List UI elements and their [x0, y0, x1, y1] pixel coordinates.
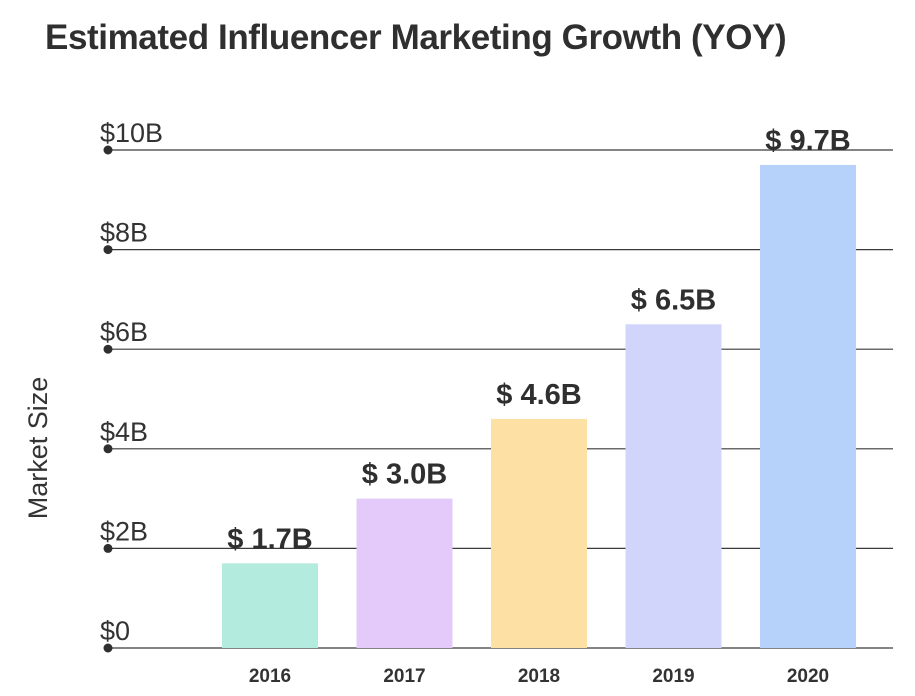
label-layer: $ 1.7B 2016 $ 3.0B 2017 $ 4.6B 2018 $ 6.5B 2019… [227, 125, 850, 687]
bar [491, 418, 587, 648]
data-label: $ 9.7B [765, 125, 850, 157]
data-label: $ 4.6B [496, 379, 581, 411]
y-axis-title: Market Size [23, 377, 53, 520]
x-tick-label: 2020 [787, 666, 829, 687]
bar [625, 324, 722, 648]
y-tick-dot [103, 444, 113, 454]
grid-layer: $0 $2B $4B $6B $8B $10B [100, 118, 893, 653]
bar [222, 563, 318, 648]
y-tick-dot [103, 145, 113, 155]
y-tick-dot [103, 543, 113, 553]
data-label: $ 6.5B [631, 284, 716, 316]
y-tick-dot [103, 245, 113, 255]
y-tick-dot [103, 643, 113, 653]
x-tick-label: 2016 [249, 666, 291, 687]
x-tick-label: 2018 [518, 666, 560, 687]
bar [760, 164, 856, 648]
y-tick-label: $4B [100, 417, 148, 447]
y-tick-label: $8B [100, 218, 148, 248]
data-label: $ 1.7B [227, 523, 312, 555]
y-tick-dot [103, 344, 113, 354]
bar-layer [222, 164, 856, 648]
chart-title: Estimated Influencer Marketing Growth (Y… [45, 18, 787, 57]
data-label: $ 3.0B [362, 459, 447, 491]
y-tick-label: $0 [100, 616, 130, 646]
y-tick-label: $2B [100, 516, 148, 546]
y-tick-label: $6B [100, 317, 148, 347]
x-tick-label: 2019 [652, 666, 694, 687]
bar [356, 498, 453, 648]
x-tick-label: 2017 [383, 666, 425, 687]
y-tick-label: $10B [100, 118, 163, 148]
